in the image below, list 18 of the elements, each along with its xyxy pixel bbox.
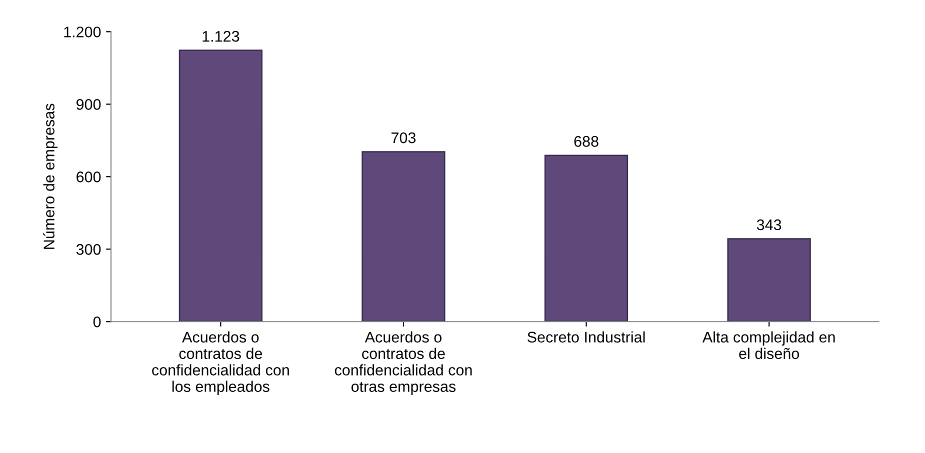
y-tick-label: 300 bbox=[76, 244, 101, 255]
y-tick-label: 900 bbox=[76, 99, 101, 110]
bar bbox=[544, 154, 628, 322]
bar bbox=[362, 151, 446, 322]
data-label: 688 bbox=[574, 136, 598, 147]
data-label: 703 bbox=[392, 132, 416, 144]
bar bbox=[727, 238, 811, 322]
bar bbox=[178, 50, 263, 322]
x-tick-label: Secreto Industrial bbox=[528, 331, 645, 343]
y-tick-label: 0 bbox=[93, 316, 101, 328]
x-tick-label: Acuerdos o contratos de confidencialidad con los empleados bbox=[152, 331, 289, 395]
x-tick-label: Acuerdos o contratos de confidencialidad con otras empresas bbox=[334, 331, 472, 395]
data-label: 343 bbox=[756, 219, 782, 230]
data-label: 1.123 bbox=[202, 30, 240, 42]
y-axis-title: Número de empresas bbox=[43, 104, 58, 249]
y-tick-label: 1.200 bbox=[64, 26, 101, 38]
x-tick-label: Alta complejidad en el diseño bbox=[702, 331, 835, 360]
y-tick-label: 600 bbox=[76, 172, 101, 182]
